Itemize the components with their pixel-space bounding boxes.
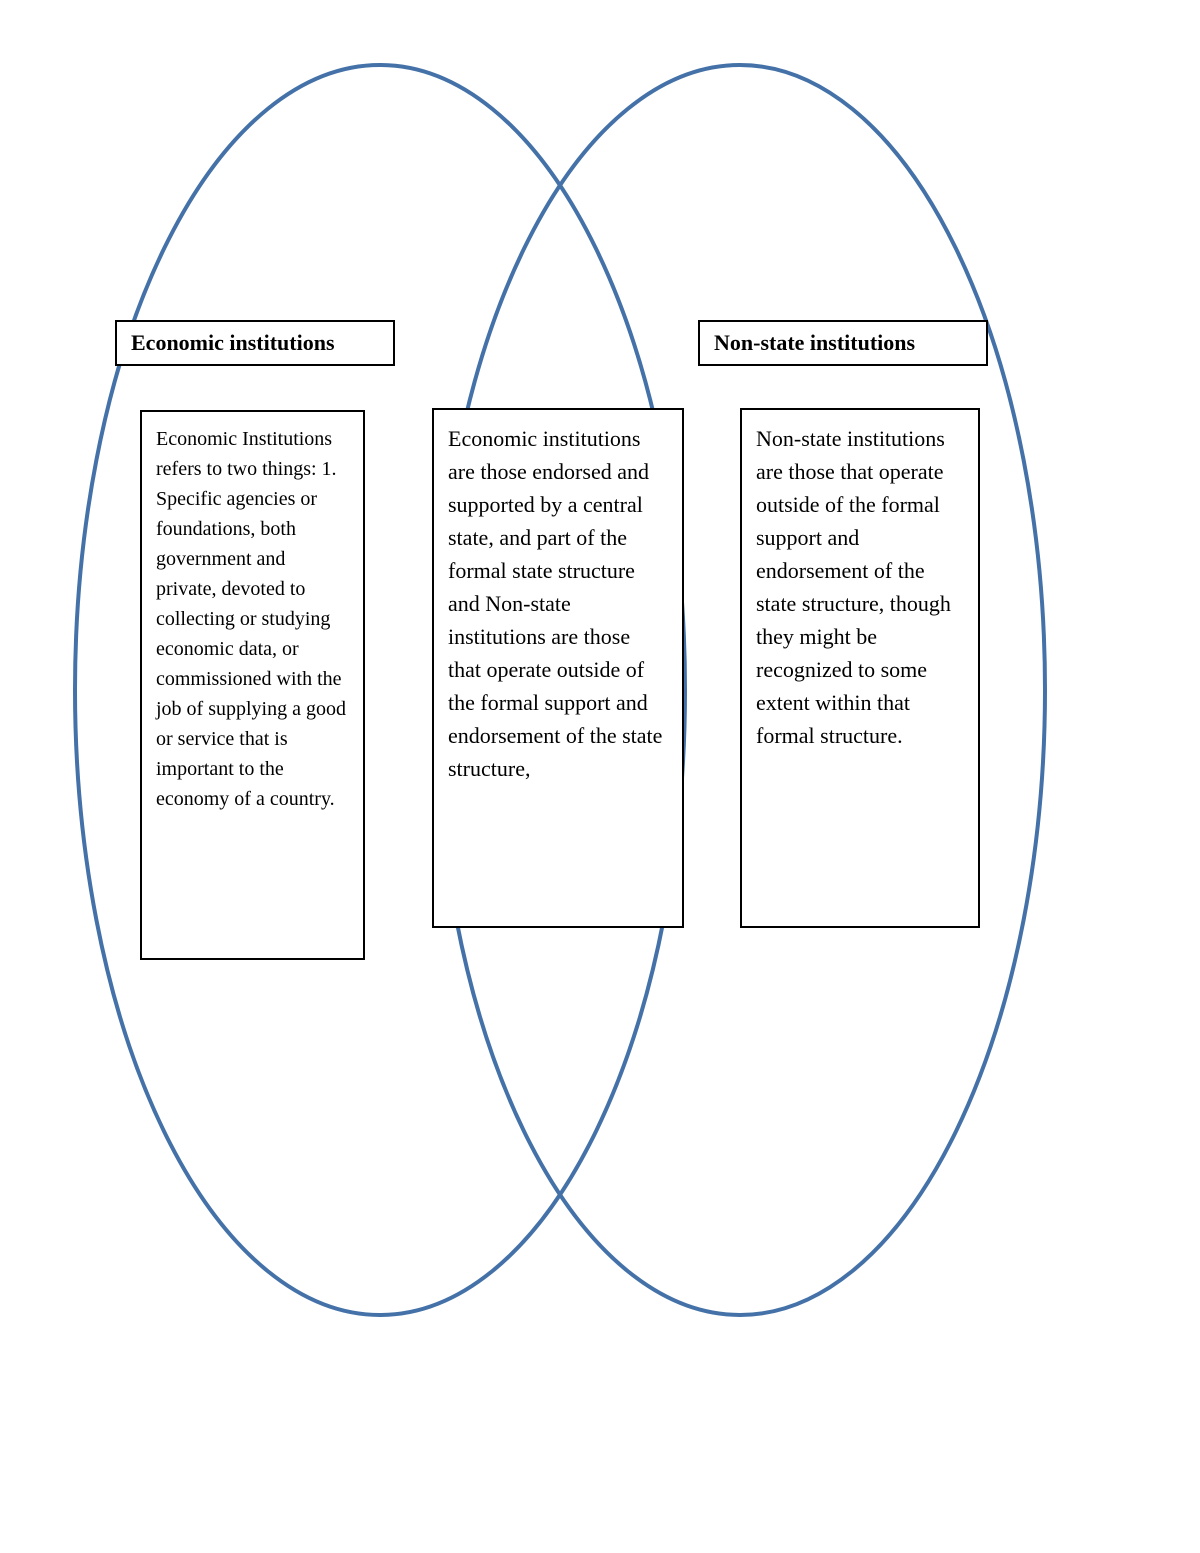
- title-right-text: Non-state institutions: [714, 330, 915, 355]
- venn-diagram-container: Economic institutions Non-state institut…: [0, 0, 1200, 1553]
- content-middle-text: Economic institutions are those endorsed…: [448, 426, 662, 781]
- content-box-middle: Economic institutions are those endorsed…: [432, 408, 684, 928]
- content-box-right: Non-state institutions are those that op…: [740, 408, 980, 928]
- title-box-right: Non-state institutions: [698, 320, 988, 366]
- title-box-left: Economic institutions: [115, 320, 395, 366]
- content-right-text: Non-state institutions are those that op…: [756, 426, 951, 748]
- title-left-text: Economic institutions: [131, 330, 335, 355]
- content-left-text: Economic Institutions refers to two thin…: [156, 428, 346, 810]
- content-box-left: Economic Institutions refers to two thin…: [140, 410, 365, 960]
